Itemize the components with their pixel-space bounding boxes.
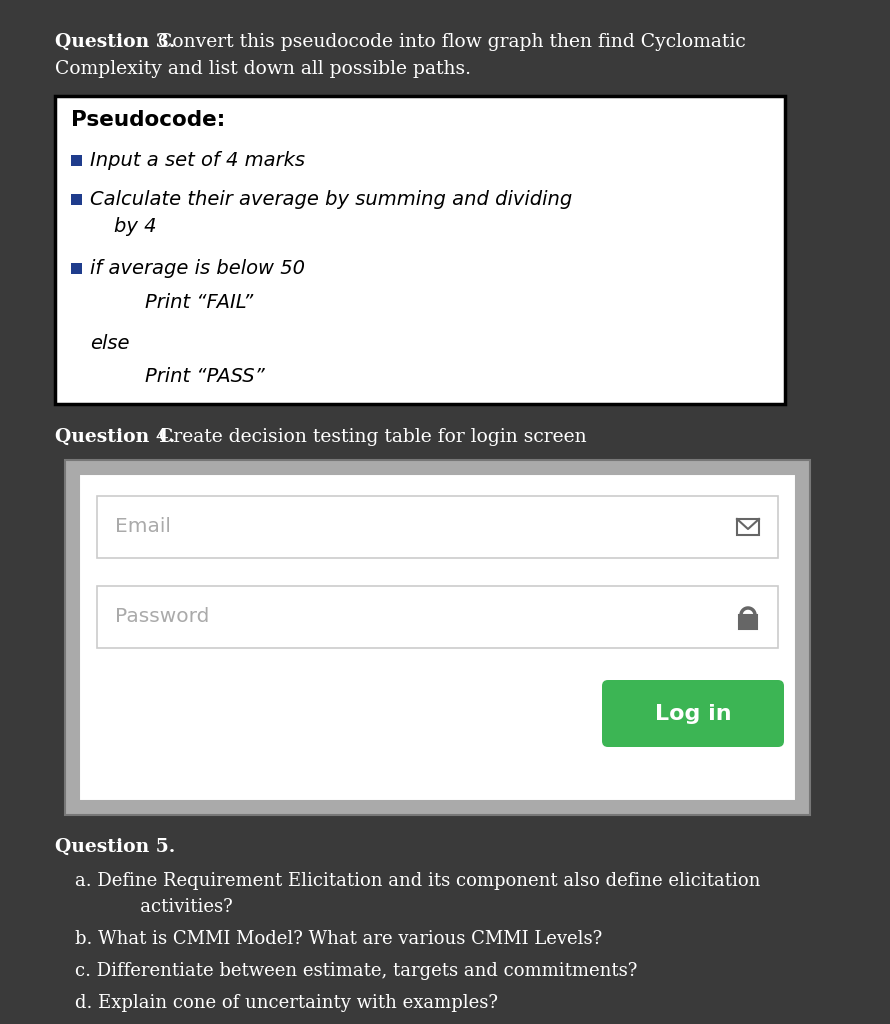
Text: Question 4.: Question 4.	[55, 428, 175, 446]
Text: Create decision testing table for login screen: Create decision testing table for login …	[153, 428, 587, 446]
FancyBboxPatch shape	[739, 615, 757, 629]
Text: Complexity and list down all possible paths.: Complexity and list down all possible pa…	[55, 60, 471, 78]
Text: Print “FAIL”: Print “FAIL”	[145, 293, 254, 312]
Text: Print “PASS”: Print “PASS”	[145, 367, 264, 386]
Text: Input a set of 4 marks: Input a set of 4 marks	[90, 151, 305, 170]
Bar	[71, 263, 82, 274]
FancyBboxPatch shape	[65, 460, 810, 815]
FancyBboxPatch shape	[55, 96, 785, 404]
Text: activities?: activities?	[100, 898, 233, 916]
Text: Convert this pseudocode into flow graph then find Cyclomatic: Convert this pseudocode into flow graph …	[152, 33, 746, 51]
Text: Question 5.: Question 5.	[55, 838, 175, 856]
Text: Password: Password	[115, 607, 209, 627]
Bar	[71, 194, 82, 205]
Text: if average is below 50: if average is below 50	[90, 259, 305, 278]
FancyBboxPatch shape	[79, 474, 796, 801]
Text: by 4: by 4	[114, 217, 157, 236]
FancyBboxPatch shape	[97, 496, 778, 558]
Text: b. What is CMMI Model? What are various CMMI Levels?: b. What is CMMI Model? What are various …	[75, 930, 603, 948]
Text: Question 3.: Question 3.	[55, 33, 175, 51]
Text: Log in: Log in	[655, 703, 732, 724]
FancyBboxPatch shape	[602, 680, 784, 746]
Text: a. Define Requirement Elicitation and its component also define elicitation: a. Define Requirement Elicitation and it…	[75, 872, 760, 890]
Text: c. Differentiate between estimate, targets and commitments?: c. Differentiate between estimate, targe…	[75, 962, 637, 980]
Text: Pseudocode:: Pseudocode:	[71, 110, 225, 130]
Text: Calculate their average by summing and dividing: Calculate their average by summing and d…	[90, 190, 572, 209]
FancyBboxPatch shape	[97, 586, 778, 648]
Bar	[71, 155, 82, 166]
Text: d. Explain cone of uncertainty with examples?: d. Explain cone of uncertainty with exam…	[75, 994, 498, 1012]
Bar	[737, 519, 759, 535]
Text: Email: Email	[115, 517, 171, 537]
Text: else: else	[90, 334, 130, 353]
